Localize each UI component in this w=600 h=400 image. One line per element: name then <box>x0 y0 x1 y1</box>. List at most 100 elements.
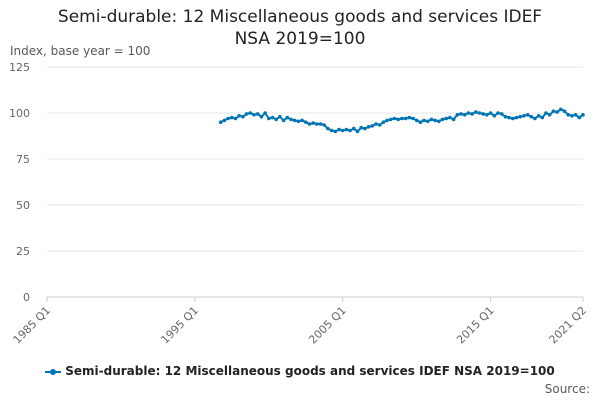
data-point <box>511 116 515 121</box>
data-point <box>474 110 478 114</box>
data-point <box>551 109 556 113</box>
data-point <box>492 114 497 118</box>
chart-title: Semi-durable: 12 Miscellaneous goods and… <box>0 6 600 50</box>
data-point <box>318 122 323 126</box>
y-tick-label: 100 <box>9 107 30 120</box>
data-point <box>425 119 430 124</box>
data-point <box>237 114 241 118</box>
data-point <box>392 116 397 121</box>
data-point <box>377 123 382 127</box>
data-point <box>503 114 508 119</box>
data-point <box>573 113 578 117</box>
data-point <box>488 111 493 115</box>
data-point <box>296 119 301 124</box>
data-point <box>481 112 486 116</box>
data-point <box>248 111 253 115</box>
data-point <box>218 120 223 124</box>
x-tick-label: 2005 Q1 <box>306 304 349 347</box>
data-point <box>315 122 319 126</box>
data-point <box>422 118 426 123</box>
data-point <box>418 120 423 124</box>
data-point <box>400 116 404 121</box>
y-tick-label: 0 <box>23 291 30 304</box>
data-point <box>252 113 256 117</box>
data-point <box>274 117 279 122</box>
data-point <box>385 118 389 123</box>
data-point <box>522 114 526 118</box>
data-point <box>403 116 408 121</box>
data-point <box>577 115 582 120</box>
data-point <box>366 125 371 129</box>
y-tick-label: 75 <box>16 153 30 166</box>
data-point <box>381 120 386 124</box>
data-point <box>555 110 559 114</box>
data-point <box>466 111 471 115</box>
data-point <box>389 117 393 122</box>
data-point <box>289 117 293 122</box>
data-point <box>477 111 482 115</box>
data-point <box>581 113 585 117</box>
data-point <box>437 119 441 124</box>
data-point <box>374 122 378 126</box>
x-tick-label: 2021 Q2 <box>547 304 590 347</box>
data-point <box>244 112 249 116</box>
data-point <box>285 115 290 120</box>
data-point <box>459 112 463 116</box>
data-point <box>462 113 467 117</box>
data-point <box>263 111 267 115</box>
data-point <box>278 114 282 119</box>
data-point <box>226 116 230 121</box>
data-point <box>566 113 570 117</box>
data-point <box>485 113 489 117</box>
y-tick-label: 125 <box>9 61 30 74</box>
data-point <box>433 118 437 123</box>
data-point <box>281 118 286 123</box>
data-point <box>525 113 530 117</box>
data-point <box>407 115 412 120</box>
data-point <box>429 117 434 122</box>
data-point <box>329 128 334 133</box>
data-point <box>326 126 330 131</box>
data-point <box>267 116 271 121</box>
data-point <box>344 127 349 132</box>
x-tick-label: 2015 Q1 <box>454 304 497 347</box>
data-point <box>533 116 537 121</box>
data-point <box>304 120 308 124</box>
data-point <box>559 107 563 112</box>
data-point <box>562 109 567 113</box>
y-tick-label: 50 <box>16 199 30 212</box>
data-point <box>230 115 234 120</box>
data-point <box>544 111 548 115</box>
chart-title-line-2: NSA 2019=100 <box>234 29 366 49</box>
data-point <box>507 115 511 120</box>
data-point <box>540 115 545 120</box>
data-point <box>518 114 522 119</box>
data-point <box>414 118 419 123</box>
data-point <box>470 112 474 116</box>
data-point <box>370 124 375 128</box>
legend-swatch-icon <box>45 366 62 378</box>
data-point <box>300 118 304 123</box>
data-point <box>451 117 456 122</box>
data-point <box>255 112 260 116</box>
data-point <box>233 116 238 121</box>
data-point <box>396 117 401 122</box>
data-point <box>536 114 541 118</box>
data-point <box>352 126 356 131</box>
data-point <box>311 121 316 125</box>
y-tick-label: 25 <box>16 245 30 258</box>
data-point <box>340 128 345 133</box>
data-point <box>444 116 449 121</box>
data-point <box>259 114 264 119</box>
source-label: Source: <box>544 382 590 396</box>
data-point <box>355 129 360 134</box>
legend-entry: Semi-durable: 12 Miscellaneous goods and… <box>65 364 555 378</box>
data-point <box>333 129 338 134</box>
data-point <box>322 123 327 127</box>
data-point <box>363 126 367 131</box>
data-point <box>547 113 552 117</box>
x-tick-label: 1985 Q1 <box>11 304 54 347</box>
data-point <box>411 116 415 121</box>
x-tick-label: 1995 Q1 <box>158 304 201 347</box>
data-point <box>514 115 519 120</box>
